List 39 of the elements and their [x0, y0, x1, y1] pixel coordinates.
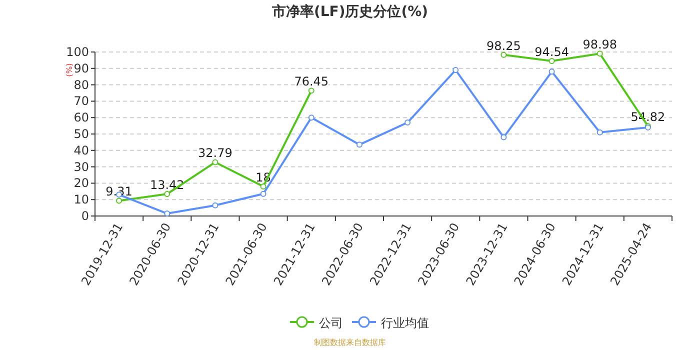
chart-title: 市净率(LF)历史分位(%)	[270, 3, 428, 20]
y-tick-label: 100	[66, 45, 89, 59]
y-tick-label: 50	[74, 127, 89, 141]
point	[260, 190, 266, 197]
data-label: 32.79	[198, 146, 232, 160]
point	[596, 129, 603, 136]
point	[596, 50, 603, 57]
point	[308, 114, 314, 121]
data-label: 94.54	[534, 44, 569, 59]
data-label: 76.45	[294, 74, 329, 89]
point	[548, 58, 555, 64]
point	[212, 202, 218, 208]
y-tick-label: 10	[74, 192, 89, 207]
text: 制图数据来自数据库	[314, 338, 386, 347]
point	[452, 67, 459, 74]
legend-label: 公司	[319, 316, 343, 330]
point	[260, 183, 266, 190]
y-tick-label: 60	[74, 110, 89, 125]
y-tick-label: 30	[74, 160, 89, 174]
data-label: 98.98	[582, 38, 618, 52]
point	[164, 210, 170, 217]
point	[404, 120, 411, 126]
y-tick-label: 90	[74, 61, 89, 76]
point	[548, 68, 555, 75]
data-label: 98.25	[486, 38, 521, 53]
point	[500, 134, 507, 140]
y-tick-label: 80	[74, 78, 89, 92]
point	[164, 190, 170, 197]
point	[500, 52, 507, 58]
legend-label: 行业均值	[381, 316, 429, 330]
y-axis-title: (%)	[65, 63, 74, 77]
y-tick-label: 0	[81, 209, 89, 223]
y-tick-label: 20	[74, 176, 89, 190]
point	[212, 159, 218, 166]
y-tick-label: 70	[74, 94, 89, 108]
point	[116, 198, 122, 204]
point	[308, 88, 314, 94]
point	[356, 142, 362, 148]
y-tick-label: 40	[74, 143, 89, 158]
